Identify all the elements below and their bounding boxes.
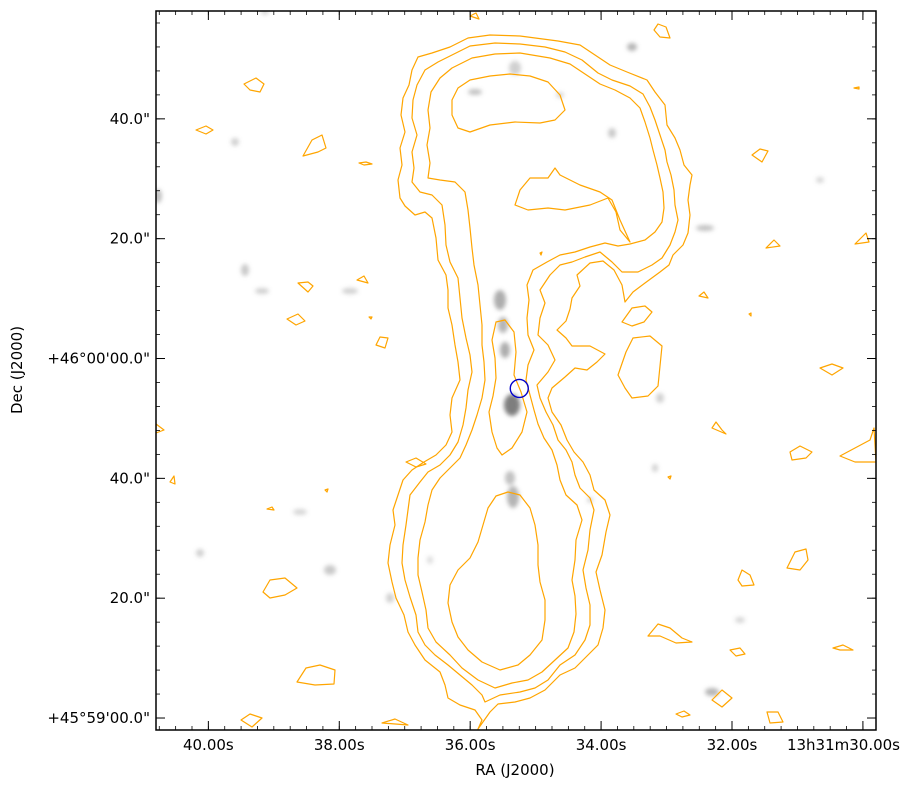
x-axis: 40.00s 38.00s 36.00s 34.00s 32.00s 13h31m30.0… [158,11,900,754]
contour-level-4-core [488,319,528,456]
contour-fragment [617,335,663,399]
x-tick-label: 36.00s [445,736,496,754]
contour-blob [751,148,769,163]
contour-blob [169,475,176,485]
contour-blob [748,312,752,317]
contour-blob [667,475,672,480]
contour-blob [243,77,265,93]
contour-level-3 [417,52,665,689]
contour-blob [647,623,693,644]
plot-area [156,11,876,730]
contour-blob [262,577,298,599]
contour-blob [286,313,306,326]
contour-blob [195,125,214,135]
y-tick-label: 20.0" [110,589,150,607]
contour-blob [786,548,809,571]
y-tick-label: 40.0" [110,110,150,128]
contour-blob [789,445,813,461]
contour-blob [737,569,755,587]
contour-blob [405,457,427,468]
contour-blob [832,644,854,651]
y-tick-label: +46°00'00.0" [47,350,150,368]
x-tick-label: 32.00s [707,736,758,754]
contour-blob [653,23,671,39]
contour-blob [324,488,329,493]
contour-blob [711,421,727,435]
x-tick-label: 38.00s [314,736,365,754]
contour-blob [297,281,314,293]
contour-blob [356,275,369,284]
contour-level-1 [387,34,693,730]
contour-blob [375,336,389,349]
contour-fragment [514,167,631,243]
contour-blob [358,161,373,166]
optical-image [156,11,824,696]
contour-blob [302,134,327,157]
contour-blob [766,711,784,724]
contour-level-4-south [447,491,546,671]
contour-blob [854,232,870,245]
y-tick-label: 20.0" [110,230,150,248]
contour-blob [711,689,733,708]
contour-blob [469,12,480,20]
y-axis-label: Dec (J2000) [8,326,26,414]
contour-fragment [621,305,653,327]
contour-blob [296,664,336,686]
contour-blob [765,239,781,249]
contour-blob [839,427,876,463]
plot-frame [155,10,877,731]
contour-level-2 [401,42,679,703]
x-axis-label: RA (J2000) [475,761,554,779]
contour-level-4-north [451,73,566,133]
x-tick-label: 34.00s [576,736,627,754]
contour-blob [368,316,373,320]
host-galaxy-marker [509,378,529,399]
contour-blob [156,423,165,434]
y-tick-label: 40.0" [110,469,150,487]
contour-blob [675,710,691,718]
contour-blob [729,647,746,657]
y-tick-label: +45°59'00.0" [47,709,150,727]
radio-contours [156,12,876,730]
contour-blob [240,713,263,728]
contour-blob [539,251,543,256]
y-axis: 40.0" 20.0" +46°00'00.0" 40.0" 20.0" +45°59'0… [47,22,876,727]
x-tick-label: 13h31m30.00s [787,736,900,754]
contour-blob [266,506,275,511]
contour-blob [819,363,844,376]
contour-blob [853,86,860,90]
contour-blob [381,718,409,726]
x-tick-label: 40.00s [183,736,234,754]
contour-blob [698,291,709,299]
